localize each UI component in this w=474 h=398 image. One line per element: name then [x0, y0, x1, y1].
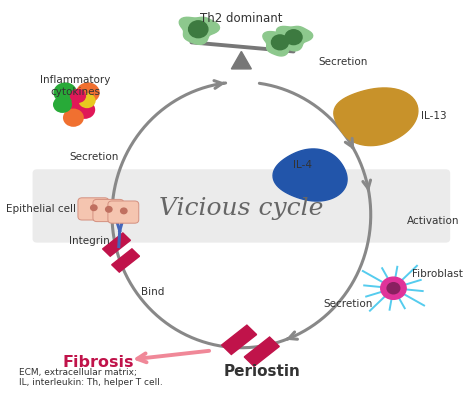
Circle shape [54, 82, 77, 103]
Polygon shape [334, 88, 418, 146]
Text: Secretion: Secretion [323, 299, 373, 309]
Text: Secretion: Secretion [69, 152, 118, 162]
Text: Fibrosis: Fibrosis [63, 355, 134, 370]
FancyBboxPatch shape [108, 201, 139, 223]
Text: Vicious cycle: Vicious cycle [159, 197, 324, 220]
FancyBboxPatch shape [93, 199, 124, 222]
Text: Periostin: Periostin [223, 364, 300, 379]
Circle shape [189, 21, 208, 38]
Text: Integrin: Integrin [69, 236, 109, 246]
Text: Activation: Activation [407, 216, 460, 226]
Circle shape [120, 208, 127, 214]
Polygon shape [263, 31, 299, 56]
Circle shape [74, 101, 95, 119]
FancyBboxPatch shape [33, 169, 450, 243]
Text: Secretion: Secretion [319, 57, 368, 67]
Circle shape [272, 35, 289, 50]
Text: IL-4: IL-4 [293, 160, 312, 170]
Circle shape [285, 30, 302, 45]
Circle shape [381, 277, 406, 299]
Polygon shape [276, 26, 313, 51]
Polygon shape [102, 233, 130, 256]
Circle shape [53, 96, 72, 113]
Circle shape [70, 89, 86, 103]
Polygon shape [273, 149, 347, 201]
Text: Fibroblast: Fibroblast [411, 269, 463, 279]
Text: Epithelial cell: Epithelial cell [6, 204, 76, 214]
Text: ECM, extracellular matrix;
IL, interleukin: Th, helper T cell.: ECM, extracellular matrix; IL, interleuk… [19, 368, 163, 387]
Circle shape [387, 283, 400, 294]
Circle shape [78, 93, 96, 108]
Circle shape [91, 205, 97, 211]
Text: Th2 dominant: Th2 dominant [200, 12, 283, 25]
Polygon shape [221, 325, 256, 355]
Circle shape [106, 207, 112, 212]
Polygon shape [179, 17, 219, 45]
Text: IL-13: IL-13 [421, 111, 447, 121]
Polygon shape [244, 337, 279, 367]
Text: Inflammatory
cytokines: Inflammatory cytokines [40, 75, 111, 97]
Polygon shape [112, 249, 139, 272]
Circle shape [63, 109, 84, 127]
Circle shape [62, 91, 89, 115]
Polygon shape [231, 51, 251, 69]
FancyBboxPatch shape [78, 198, 109, 220]
Circle shape [76, 82, 100, 103]
Text: Bind: Bind [141, 287, 164, 297]
